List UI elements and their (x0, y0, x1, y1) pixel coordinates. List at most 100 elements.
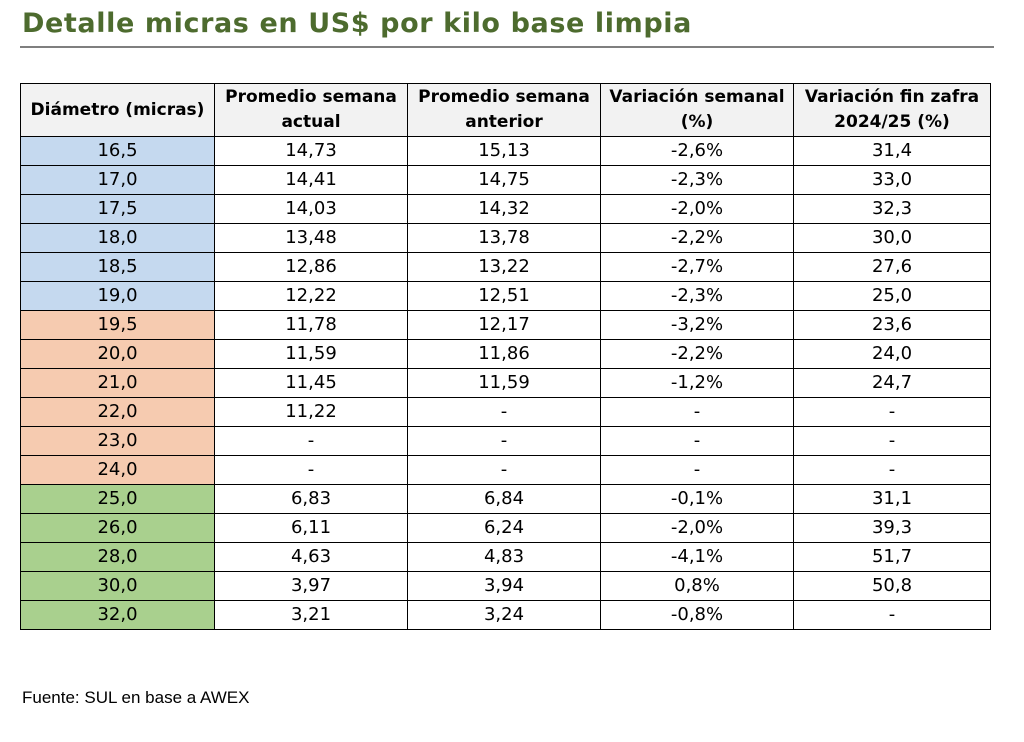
table-row: 17,5 14,03 14,32 -2,0% 32,3 (20, 194, 991, 224)
cell-promedio-actual: 14,03 (214, 194, 408, 224)
cell-variacion-fin-zafra: - (793, 426, 991, 456)
cell-diametro: 20,0 (20, 339, 215, 369)
table-header-row: Diámetro (micras) Promedio semana actual… (20, 83, 991, 137)
cell-diametro: 24,0 (20, 455, 215, 485)
cell-variacion-semanal: - (600, 397, 794, 427)
cell-variacion-semanal: -2,7% (600, 252, 794, 282)
cell-variacion-semanal: -2,0% (600, 194, 794, 224)
cell-variacion-fin-zafra: 24,0 (793, 339, 991, 369)
header-variacion-semanal: Variación semanal (%) (600, 83, 794, 137)
cell-promedio-anterior: 3,94 (407, 571, 601, 601)
cell-promedio-anterior: 13,22 (407, 252, 601, 282)
cell-promedio-actual: 12,86 (214, 252, 408, 282)
cell-variacion-semanal: - (600, 426, 794, 456)
cell-variacion-semanal: -0,8% (600, 600, 794, 630)
cell-promedio-anterior: - (407, 397, 601, 427)
cell-diametro: 17,5 (20, 194, 215, 224)
cell-variacion-fin-zafra: 50,8 (793, 571, 991, 601)
cell-promedio-actual: - (214, 455, 408, 485)
cell-variacion-semanal: -2,2% (600, 339, 794, 369)
cell-diametro: 17,0 (20, 165, 215, 195)
header-promedio-anterior: Promedio semana anterior (407, 83, 601, 137)
cell-variacion-fin-zafra: - (793, 397, 991, 427)
cell-diametro: 18,5 (20, 252, 215, 282)
cell-promedio-actual: 11,22 (214, 397, 408, 427)
cell-promedio-anterior: 14,75 (407, 165, 601, 195)
cell-variacion-fin-zafra: 30,0 (793, 223, 991, 253)
cell-variacion-semanal: -2,3% (600, 165, 794, 195)
cell-promedio-actual: 4,63 (214, 542, 408, 572)
cell-variacion-fin-zafra: 39,3 (793, 513, 991, 543)
cell-variacion-fin-zafra: 31,1 (793, 484, 991, 514)
source-note: Fuente: SUL en base a AWEX (22, 688, 250, 707)
table-row: 21,0 11,45 11,59 -1,2% 24,7 (20, 368, 991, 398)
cell-promedio-actual: 12,22 (214, 281, 408, 311)
cell-promedio-actual: 3,97 (214, 571, 408, 601)
cell-promedio-actual: 14,41 (214, 165, 408, 195)
cell-variacion-fin-zafra: 27,6 (793, 252, 991, 282)
cell-promedio-anterior: 4,83 (407, 542, 601, 572)
cell-variacion-fin-zafra: 32,3 (793, 194, 991, 224)
cell-promedio-anterior: 12,51 (407, 281, 601, 311)
cell-variacion-fin-zafra: - (793, 600, 991, 630)
cell-diametro: 25,0 (20, 484, 215, 514)
title-divider (20, 46, 994, 48)
page-title: Detalle micras en US$ por kilo base limp… (22, 8, 692, 39)
cell-variacion-semanal: -4,1% (600, 542, 794, 572)
cell-promedio-anterior: 15,13 (407, 136, 601, 166)
table-row: 32,0 3,21 3,24 -0,8% - (20, 600, 991, 630)
cell-promedio-actual: 11,78 (214, 310, 408, 340)
cell-variacion-fin-zafra: 33,0 (793, 165, 991, 195)
cell-variacion-fin-zafra: 51,7 (793, 542, 991, 572)
cell-promedio-actual: - (214, 426, 408, 456)
header-promedio-actual: Promedio semana actual (214, 83, 408, 137)
cell-variacion-semanal: -0,1% (600, 484, 794, 514)
cell-variacion-semanal: -2,2% (600, 223, 794, 253)
cell-diametro: 28,0 (20, 542, 215, 572)
cell-variacion-semanal: -2,3% (600, 281, 794, 311)
cell-promedio-anterior: - (407, 455, 601, 485)
table-row: 26,0 6,11 6,24 -2,0% 39,3 (20, 513, 991, 543)
cell-variacion-semanal: -1,2% (600, 368, 794, 398)
cell-promedio-actual: 13,48 (214, 223, 408, 253)
cell-diametro: 32,0 (20, 600, 215, 630)
cell-promedio-actual: 6,83 (214, 484, 408, 514)
table-row: 17,0 14,41 14,75 -2,3% 33,0 (20, 165, 991, 195)
cell-diametro: 16,5 (20, 136, 215, 166)
cell-promedio-anterior: 6,24 (407, 513, 601, 543)
table-body: 16,5 14,73 15,13 -2,6% 31,4 17,0 14,41 14,75 -2,… (20, 136, 991, 630)
table-row: 19,5 11,78 12,17 -3,2% 23,6 (20, 310, 991, 340)
table-row: 19,0 12,22 12,51 -2,3% 25,0 (20, 281, 991, 311)
header-variacion-fin-zafra: Variación fin zafra 2024/25 (%) (793, 83, 991, 137)
cell-promedio-anterior: 6,84 (407, 484, 601, 514)
cell-variacion-semanal: -2,6% (600, 136, 794, 166)
cell-variacion-semanal: 0,8% (600, 571, 794, 601)
cell-variacion-fin-zafra: - (793, 455, 991, 485)
table-row: 30,0 3,97 3,94 0,8% 50,8 (20, 571, 991, 601)
cell-promedio-anterior: 12,17 (407, 310, 601, 340)
cell-diametro: 23,0 (20, 426, 215, 456)
table-row: 22,0 11,22- - - (20, 397, 991, 427)
cell-promedio-anterior: - (407, 426, 601, 456)
cell-variacion-semanal: - (600, 455, 794, 485)
cell-promedio-anterior: 14,32 (407, 194, 601, 224)
cell-variacion-fin-zafra: 25,0 (793, 281, 991, 311)
cell-diametro: 21,0 (20, 368, 215, 398)
cell-variacion-fin-zafra: 24,7 (793, 368, 991, 398)
cell-diametro: 22,0 (20, 397, 215, 427)
table-row: 25,0 6,83 6,84 -0,1% 31,1 (20, 484, 991, 514)
cell-promedio-actual: 11,59 (214, 339, 408, 369)
cell-diametro: 19,5 (20, 310, 215, 340)
table-row: 18,0 13,48 13,78 -2,2% 30,0 (20, 223, 991, 253)
cell-promedio-anterior: 13,78 (407, 223, 601, 253)
cell-variacion-fin-zafra: 31,4 (793, 136, 991, 166)
cell-diametro: 19,0 (20, 281, 215, 311)
cell-promedio-actual: 6,11 (214, 513, 408, 543)
cell-diametro: 18,0 (20, 223, 215, 253)
table-row: 24,0- - - - (20, 455, 991, 485)
cell-diametro: 26,0 (20, 513, 215, 543)
micron-price-table: Diámetro (micras) Promedio semana actual… (20, 83, 991, 630)
cell-promedio-actual: 3,21 (214, 600, 408, 630)
cell-diametro: 30,0 (20, 571, 215, 601)
table-row: 20,0 11,59 11,86 -2,2% 24,0 (20, 339, 991, 369)
